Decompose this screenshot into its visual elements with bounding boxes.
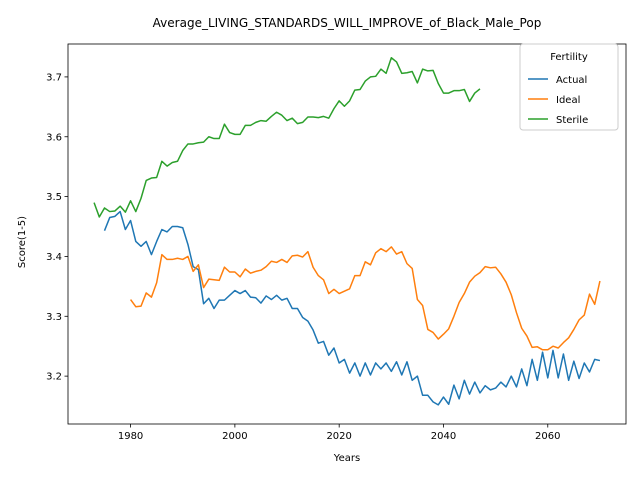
plot-area xyxy=(67,43,627,425)
y-tick-label-3.2: 3.2 xyxy=(46,372,62,383)
x-axis: 1980 2000 2020 2040 2060 xyxy=(118,424,561,442)
legend-label-actual: Actual xyxy=(556,75,587,86)
y-tick-label-3.7: 3.7 xyxy=(46,72,62,83)
chart-title: Average_LIVING_STANDARDS_WILL_IMPROVE_of… xyxy=(153,16,542,30)
x-tick-label-2060: 2060 xyxy=(535,431,560,442)
series-line-sterile xyxy=(93,57,481,218)
x-tick-label-1980: 1980 xyxy=(118,431,143,442)
legend-box xyxy=(519,43,619,131)
y-tick-label-3.4: 3.4 xyxy=(46,252,62,263)
series-line-actual xyxy=(103,210,601,406)
legend-label-ideal: Ideal xyxy=(556,95,580,106)
x-tick-label-2020: 2020 xyxy=(326,431,351,442)
y-axis: 3.2 3.3 3.4 3.5 3.6 3.7 xyxy=(46,72,68,383)
y-axis-label: Score(1-5) xyxy=(17,216,28,268)
legend-title: Fertility xyxy=(550,52,588,63)
y-tick-label-3.5: 3.5 xyxy=(46,192,62,203)
x-tick-label-2000: 2000 xyxy=(222,431,247,442)
x-axis-label: Years xyxy=(333,453,360,464)
x-tick-label-2040: 2040 xyxy=(431,431,456,442)
series-line-ideal xyxy=(129,246,601,351)
y-tick-label-3.3: 3.3 xyxy=(46,312,62,323)
y-tick-label-3.6: 3.6 xyxy=(46,132,62,143)
legend-label-sterile: Sterile xyxy=(556,115,588,126)
legend: Fertility Actual Ideal Sterile xyxy=(519,43,619,131)
plot-frame xyxy=(67,43,627,425)
